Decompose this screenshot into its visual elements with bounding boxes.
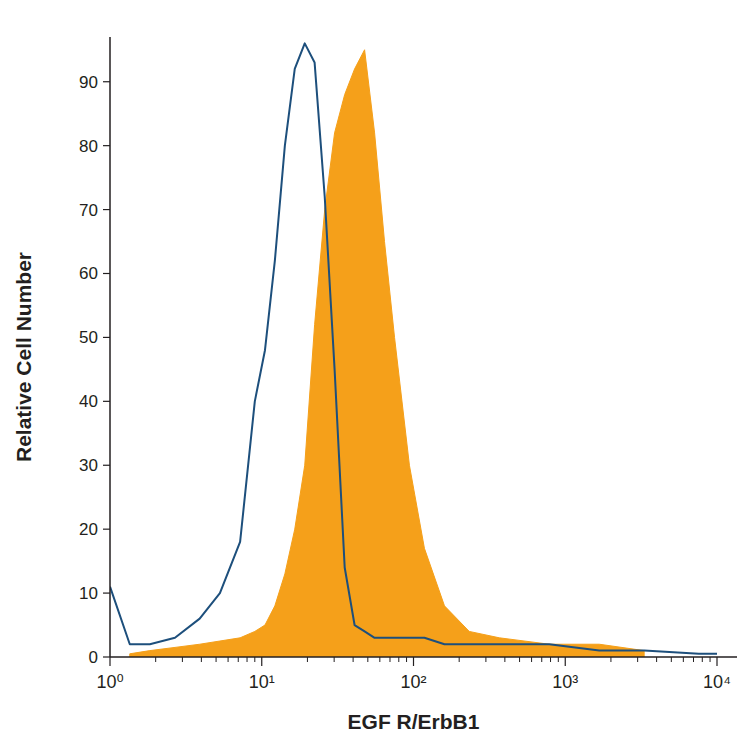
x-tick: [565, 657, 566, 666]
y-tick: [103, 209, 110, 210]
y-tick: [103, 337, 110, 338]
x-minor-tick: [155, 657, 156, 662]
y-tick: [103, 273, 110, 274]
y-tick-label: 40: [79, 392, 98, 411]
x-minor-tick: [389, 657, 390, 662]
y-tick-label: 70: [79, 201, 98, 220]
x-minor-tick: [334, 657, 335, 662]
x-minor-tick: [541, 657, 542, 662]
x-minor-tick: [637, 657, 638, 662]
x-minor-tick: [485, 657, 486, 662]
x-minor-tick: [531, 657, 532, 662]
x-tick: [716, 657, 717, 666]
x-axis-label: EGF R/ErbB1: [348, 710, 480, 733]
x-tick-label: 10⁴: [703, 672, 731, 692]
x-tick: [109, 657, 110, 666]
x-minor-tick: [558, 657, 559, 662]
y-tick: [103, 656, 110, 657]
histogram-area: [130, 50, 644, 657]
x-minor-tick: [683, 657, 684, 662]
x-minor-tick: [247, 657, 248, 662]
y-axis-label: Relative Cell Number: [12, 252, 35, 462]
x-tick-label: 10¹: [249, 672, 275, 692]
x-minor-tick: [710, 657, 711, 662]
y-tick-label: 90: [79, 73, 98, 92]
histogram-line: [110, 43, 717, 653]
x-minor-tick: [238, 657, 239, 662]
y-tick-label: 50: [79, 328, 98, 347]
y-tick-label: 30: [79, 456, 98, 475]
y-tick: [103, 81, 110, 82]
x-minor-tick: [406, 657, 407, 662]
x-minor-tick: [504, 657, 505, 662]
x-minor-tick: [398, 657, 399, 662]
x-minor-tick: [702, 657, 703, 662]
x-minor-tick: [353, 657, 354, 662]
x-minor-tick: [610, 657, 611, 662]
y-axis: [109, 37, 111, 657]
x-tick-label: 10⁰: [96, 672, 123, 692]
y-tick-label: 10: [79, 584, 98, 603]
x-minor-tick: [550, 657, 551, 662]
y-tick: [103, 145, 110, 146]
x-minor-tick: [254, 657, 255, 662]
x-minor-tick: [201, 657, 202, 662]
y-tick: [103, 592, 110, 593]
x-minor-tick: [519, 657, 520, 662]
x-minor-tick: [671, 657, 672, 662]
plot-area: [110, 43, 717, 657]
x-tick-label: 10³: [552, 672, 578, 692]
x-minor-tick: [656, 657, 657, 662]
x-axis: [110, 656, 737, 658]
chart: 0 10 20 30 40 50 60 70 80 90 10⁰ 10¹ 10² 10³ 10⁴ EGF R/…: [0, 0, 750, 750]
y-tick-label: 80: [79, 137, 98, 156]
y-tick: [103, 529, 110, 530]
x-tick: [413, 657, 414, 666]
x-minor-tick: [216, 657, 217, 662]
x-minor-tick: [459, 657, 460, 662]
x-minor-tick: [693, 657, 694, 662]
x-minor-tick: [367, 657, 368, 662]
x-minor-tick: [228, 657, 229, 662]
x-minor-tick: [307, 657, 308, 662]
y-tick-label: 0: [89, 648, 98, 667]
x-minor-tick: [379, 657, 380, 662]
y-tick: [103, 401, 110, 402]
x-tick-label: 10²: [400, 672, 426, 692]
x-tick: [261, 657, 262, 666]
y-tick: [103, 465, 110, 466]
x-minor-tick: [182, 657, 183, 662]
y-tick-label: 20: [79, 520, 98, 539]
y-tick-label: 60: [79, 264, 98, 283]
